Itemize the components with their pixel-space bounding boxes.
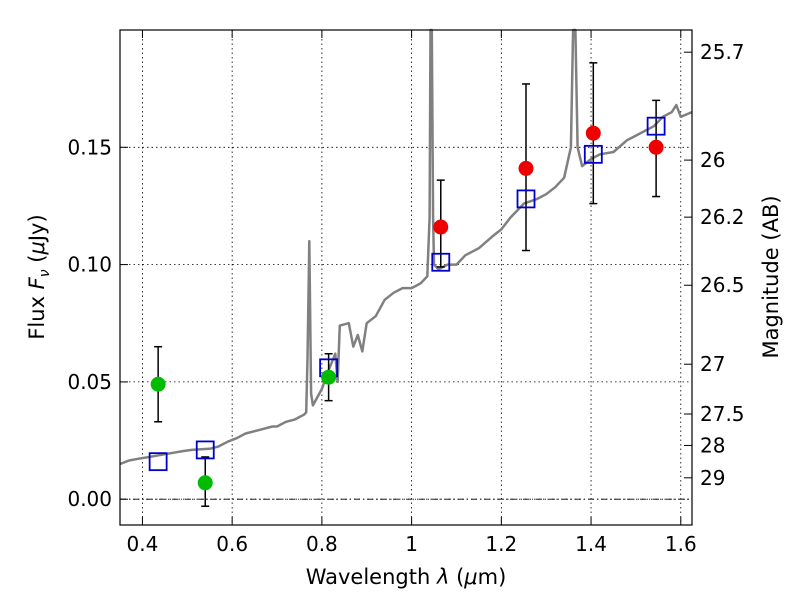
magnitude-axis-title: Magnitude (AB) [759, 195, 783, 358]
model-photometry-square [583, 144, 603, 164]
x-tick-label: 0.8 [306, 532, 338, 556]
data-points [148, 116, 666, 491]
x-axis-title: Wavelength λ (μm) [306, 565, 507, 589]
y-title-nu: ν [37, 269, 53, 277]
x-tick-label: 1.2 [485, 532, 517, 556]
magnitude-tick-label: 26 [700, 148, 725, 172]
y-title-paren-open: ( [25, 255, 49, 270]
grid-lines [120, 30, 692, 525]
y-tick-label: 0.00 [67, 487, 112, 511]
green-photometry-point [321, 369, 337, 385]
magnitude-tick-label: 25.7 [700, 40, 745, 64]
magnitude-tick-label: 27 [700, 352, 725, 376]
model-spectrum-line [119, 28, 693, 466]
y-tick-label: 0.10 [67, 253, 112, 277]
y-title-mu: μ [25, 241, 49, 255]
x-tick-label: 1.6 [665, 532, 697, 556]
y-title-word: Flux [25, 289, 49, 339]
x-title-unit: m) [478, 565, 507, 589]
model-photometry-square [516, 189, 536, 209]
x-title-paren-open: ( [449, 565, 464, 589]
y-axis-title: Flux Fν (μJy) [25, 214, 53, 339]
y-tick-label: 0.05 [67, 370, 112, 394]
magnitude-tick-label: 26.5 [700, 273, 745, 297]
model-photometry-square [148, 452, 168, 472]
magnitude-tick-label: 29 [700, 466, 725, 490]
green-photometry-point [197, 475, 213, 491]
x-tick-label: 1 [405, 532, 418, 556]
magnitude-tick-label: 28 [700, 433, 725, 457]
magnitude-tick-label: 27.5 [700, 402, 745, 426]
x-title-lambda: λ [436, 565, 449, 589]
model-photometry-square [195, 440, 215, 460]
model-photometry-square [646, 116, 666, 136]
plot-frame [119, 29, 693, 526]
model-spectrum-layer [119, 28, 693, 466]
red-photometry-point [648, 139, 664, 155]
red-photometry-point [518, 160, 534, 176]
y-title-f: F [25, 276, 49, 289]
x-tick-label: 0.6 [216, 532, 248, 556]
y-title-unit: Jy) [25, 214, 49, 243]
model-photometry-square [431, 252, 451, 272]
red-photometry-point [585, 125, 601, 141]
magnitude-tick-label: 26.2 [700, 205, 745, 229]
green-photometry-point [150, 376, 166, 392]
x-title-mu: μ [463, 565, 477, 589]
x-tick-label: 0.4 [127, 532, 159, 556]
axis-ticks: 0.4 0.6 0.8 1 1.2 1.4 1.6 0.00 0.05 0.10 0.15 25.7 2… [67, 30, 745, 556]
red-photometry-point [433, 219, 449, 235]
x-tick-label: 1.4 [575, 532, 607, 556]
x-title-word: Wavelength [306, 565, 437, 589]
y-tick-label: 0.15 [67, 135, 112, 159]
